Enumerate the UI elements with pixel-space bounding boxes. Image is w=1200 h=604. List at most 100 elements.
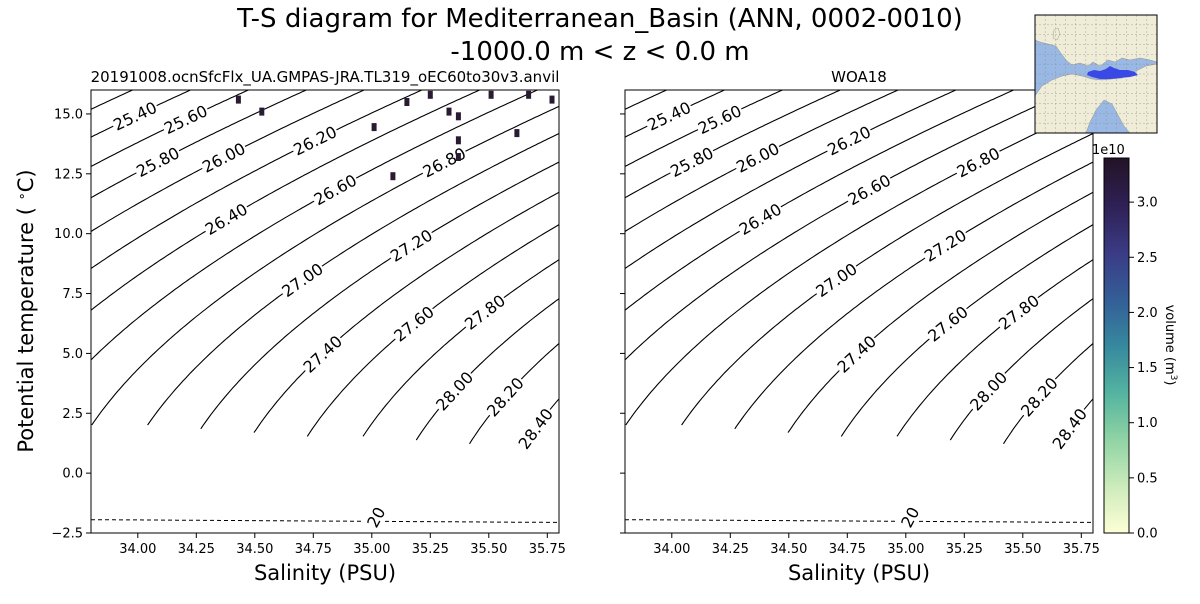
colorbar-gradient: [1103, 157, 1130, 534]
density-contour-line: [579, 383, 630, 447]
density-contour-label: 25.60: [695, 101, 745, 138]
colorbar: 0.0 0.5 1.0 1.5 2.0 2.5 3.0 1e10 volume (m3): [1092, 143, 1178, 542]
x-tick-label: 34.00: [653, 542, 690, 557]
model-x-ticks: 34.00 34.25 34.50 34.75 35.00 35.25 35.50 35.75: [119, 533, 566, 557]
density-contour-line: [91, 90, 366, 233]
density-contour-line: [91, 105, 559, 426]
density-contour-label: 27.80: [995, 291, 1043, 334]
colorbar-tick-label: 3.0: [1137, 196, 1158, 211]
x-tick-label: 35.75: [1063, 542, 1100, 557]
density-contour-label: 28.00: [966, 368, 1011, 415]
density-contour-label: 27.00: [278, 259, 326, 301]
density-contour-label: 27.80: [461, 291, 509, 334]
density-contour-label: 27.20: [387, 225, 436, 265]
density-contour-line: [625, 90, 842, 199]
model-y-ticks: −2.5 0.0 2.5 5.0 7.5 10.0 12.5 15.0: [51, 107, 91, 542]
colorbar-tick-label: 1.5: [1137, 361, 1158, 376]
density-contour-label: 25.80: [133, 143, 182, 181]
x-tick-label: 34.00: [119, 542, 156, 557]
colorbar-tick-label: 0.5: [1137, 471, 1158, 486]
y-tick-label: 2.5: [62, 407, 83, 422]
inset-map: [1034, 14, 1158, 134]
density-contour-line: [625, 90, 784, 168]
model-panel: 20191008.ocnSfcFlx_UA.GMPAS-JRA.TL319_oE…: [14, 68, 630, 585]
colorbar-multiplier: 1e10: [1092, 143, 1125, 158]
density-contour-line: [625, 90, 1015, 311]
density-contour-label: 26.60: [311, 171, 360, 210]
model-y-axis-label: Potential temperature ( ∘C): [14, 169, 38, 452]
density-contour-label: 28.20: [1017, 374, 1062, 421]
volume-cell: [488, 90, 494, 99]
x-tick-label: 34.75: [295, 542, 332, 557]
volume-cell: [446, 107, 452, 116]
density-contour-label: 25.80: [667, 143, 716, 181]
x-tick-label: 35.25: [412, 542, 449, 557]
freezing-line-label: 20: [897, 504, 923, 531]
x-tick-label: 34.25: [712, 542, 749, 557]
density-contour-label: 28.40: [1048, 405, 1091, 453]
y-tick-label: 12.5: [54, 167, 83, 182]
figure-title-line1: T-S diagram for Mediterranean_Basin (ANN…: [236, 4, 963, 34]
woa-x-ticks: 34.00 34.25 34.50 34.75 35.00 35.25 35.50 35.75: [653, 533, 1100, 557]
colorbar-ticks: 0.0 0.5 1.0 1.5 2.0 2.5 3.0: [1129, 196, 1158, 542]
model-panel-title: 20191008.ocnSfcFlx_UA.GMPAS-JRA.TL319_oE…: [91, 68, 560, 87]
woa-x-axis-label: Salinity (PSU): [788, 561, 930, 585]
density-contour-line: [734, 161, 1093, 430]
density-contour-line: [91, 90, 250, 168]
density-contour-label: 26.80: [954, 144, 1003, 182]
density-contour-label: 28.40: [514, 405, 557, 453]
density-contour-label: 26.00: [199, 139, 248, 177]
x-tick-label: 34.25: [178, 542, 215, 557]
volume-cell: [371, 123, 377, 132]
x-tick-label: 35.00: [887, 542, 924, 557]
density-contour-line: [91, 90, 134, 110]
density-contour-label: 27.00: [812, 259, 860, 301]
density-contour-label: 27.60: [924, 302, 972, 345]
colorbar-tick-label: 1.0: [1137, 416, 1158, 431]
volume-cell: [455, 112, 461, 121]
x-tick-label: 35.00: [353, 542, 390, 557]
density-contour-line: [681, 132, 1093, 426]
colorbar-tick-label: 2.0: [1137, 306, 1158, 321]
density-contour-label: 27.40: [300, 332, 347, 377]
y-tick-label: −2.5: [51, 527, 83, 542]
volume-cell: [455, 136, 461, 145]
density-contour-label: 26.20: [824, 122, 873, 159]
x-tick-label: 35.75: [529, 542, 566, 557]
volume-cell: [549, 95, 555, 104]
density-contour-label: 26.40: [202, 200, 251, 240]
x-tick-label: 35.25: [946, 542, 983, 557]
woa-axes-frame: [624, 89, 1094, 534]
density-contour-label: 25.40: [644, 98, 694, 135]
density-contour-label: 28.00: [432, 368, 477, 415]
volume-cell: [390, 172, 396, 181]
model-axes-frame: [90, 89, 560, 534]
density-contour-label: 26.20: [290, 122, 339, 159]
x-tick-label: 35.50: [470, 542, 507, 557]
colorbar-tick-label: 2.5: [1137, 251, 1158, 266]
colorbar-tick-label: 0.0: [1137, 527, 1158, 542]
woa-y-ticks: [620, 113, 625, 534]
density-contour-label: 26.00: [733, 139, 782, 177]
model-x-axis-label: Salinity (PSU): [254, 561, 396, 585]
map-region-mediterranean: [1087, 66, 1138, 79]
volume-cell: [514, 129, 520, 138]
x-tick-label: 34.75: [829, 542, 866, 557]
density-contour-label: 27.60: [390, 302, 438, 345]
volume-cell: [455, 153, 461, 161]
density-contour-label: 28.20: [483, 374, 528, 421]
density-contour-line: [91, 90, 481, 311]
density-contour-line: [625, 90, 900, 233]
density-contour-label: 26.60: [845, 171, 894, 210]
woa-panel-title: WOA18: [831, 68, 887, 86]
density-contour-line: [91, 90, 308, 199]
figure-title-line2: -1000.0 m < z < 0.0 m: [450, 37, 749, 67]
x-tick-label: 35.50: [1004, 542, 1041, 557]
y-tick-label: 0.0: [62, 467, 83, 482]
freezing-line-label: 20: [363, 504, 389, 531]
volume-cell: [404, 98, 410, 106]
x-tick-label: 34.50: [236, 542, 273, 557]
y-tick-label: 15.0: [54, 107, 83, 122]
